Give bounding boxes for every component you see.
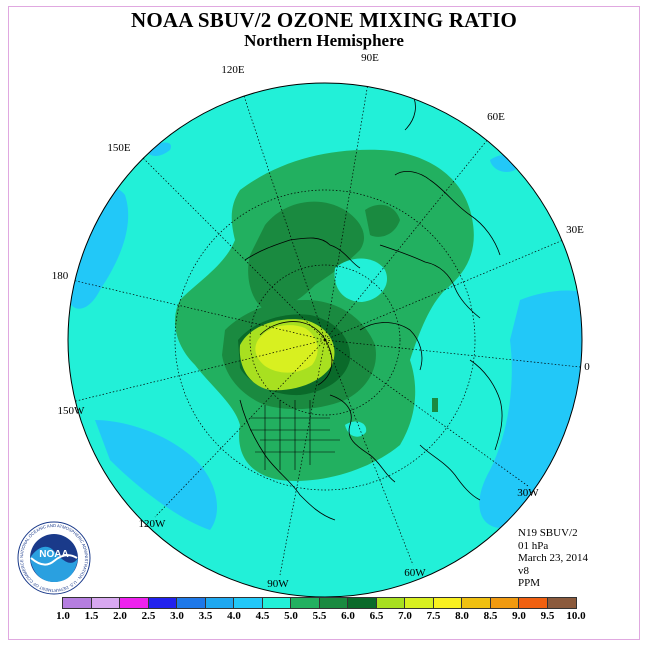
lon-label-90w: 90W xyxy=(267,578,289,590)
meridian-90e xyxy=(324,83,369,341)
colorbar-label: 1.0 xyxy=(56,610,70,622)
logo-text: NOAA xyxy=(39,549,68,560)
colorbar xyxy=(62,597,577,609)
colorbar-segment xyxy=(148,598,177,608)
lon-label-180: 180 xyxy=(52,270,69,282)
colorbar-label: 8.5 xyxy=(483,610,498,622)
map-subtitle: Northern Hemisphere xyxy=(244,31,404,50)
colorbar-segment xyxy=(433,598,462,608)
latitude-circle-inner xyxy=(249,264,401,416)
colorbar-label: 3.0 xyxy=(170,610,184,622)
field-7.0-7.5 xyxy=(255,325,318,373)
info-block: N19 SBUV/2 01 hPa March 23, 2014 v8 PPM xyxy=(518,527,588,590)
field-4.0-4.5-north xyxy=(145,142,171,156)
coast-africa xyxy=(469,359,503,451)
logo-wave xyxy=(30,546,78,582)
colorbar-label: 10.0 xyxy=(566,610,586,622)
colorbar-segment xyxy=(348,598,377,608)
colorbar-label: 2.0 xyxy=(113,610,127,622)
lon-label-30e: 30E xyxy=(566,224,584,236)
colorbar-label: 9.0 xyxy=(512,610,526,622)
coastlines xyxy=(239,89,503,521)
lon-label-60e: 60E xyxy=(487,111,505,123)
info-version: v8 xyxy=(518,564,529,577)
field-small-patch xyxy=(432,398,438,412)
field-5.5-6.0-north xyxy=(248,201,365,310)
coast-siberia xyxy=(244,237,361,269)
meridian-180 xyxy=(71,279,326,341)
colorbar-segment xyxy=(291,598,320,608)
lon-label-120e: 120E xyxy=(221,64,245,76)
meridian-150e xyxy=(139,154,326,341)
us-state-lines xyxy=(250,400,340,470)
colorbar-label: 5.5 xyxy=(312,610,327,622)
colorbar-segment xyxy=(120,598,149,608)
colorbar-segment xyxy=(319,598,348,608)
latitude-circle-outer xyxy=(174,189,476,491)
colorbar-label: 3.5 xyxy=(198,610,213,622)
info-units: PPM xyxy=(518,577,541,589)
colorbar-label: 6.5 xyxy=(369,610,384,622)
coast-canada-arctic xyxy=(259,321,333,386)
colorbar-label: 8.0 xyxy=(455,610,469,622)
colorbar-segment xyxy=(519,598,548,608)
colorbar-segment xyxy=(234,598,263,608)
logo-gull xyxy=(30,554,78,566)
colorbar-label: 6.0 xyxy=(341,610,355,622)
meridian-150w xyxy=(71,339,326,403)
coast-europe xyxy=(379,244,481,319)
colorbar-segment xyxy=(547,598,576,608)
colorbar-label: 9.5 xyxy=(540,610,555,622)
info-date: March 23, 2014 xyxy=(518,552,588,564)
coast-greenland xyxy=(359,322,423,371)
lon-label-120w: 120W xyxy=(139,518,167,530)
colorbar-segment xyxy=(205,598,234,608)
colorbar-label: 5.0 xyxy=(284,610,298,622)
colorbar-segment xyxy=(490,598,519,608)
lon-label-30w: 30W xyxy=(517,487,539,499)
meridian-90w xyxy=(279,339,326,576)
colorbar-segment xyxy=(376,598,405,608)
field-5.5-6.0-polar xyxy=(365,204,400,237)
noaa-logo: NOAA NATIONAL OCEANIC AND ATMOSPHERIC AD… xyxy=(17,521,91,595)
lon-label-60w: 60W xyxy=(404,567,426,579)
colorbar-segment xyxy=(462,598,491,608)
meridian-120w xyxy=(154,339,326,518)
colorbar-segment xyxy=(177,598,206,608)
field-4.0-4.5-sw xyxy=(95,420,218,530)
info-satellite: N19 SBUV/2 xyxy=(518,527,578,539)
map-title: NOAA SBUV/2 OZONE MIXING RATIO xyxy=(131,8,517,32)
colorbar-label: 1.5 xyxy=(84,610,99,622)
coast-na-west xyxy=(239,399,336,521)
colorbar-label: 7.5 xyxy=(426,610,441,622)
info-level: 01 hPa xyxy=(518,539,549,552)
meridian-0 xyxy=(324,339,581,368)
colorbar-label: 7.0 xyxy=(398,610,412,622)
field-low-polar xyxy=(334,258,388,302)
graticule xyxy=(71,83,581,576)
lon-label-90e: 90E xyxy=(361,52,379,64)
lon-label-0: 0 xyxy=(584,361,590,373)
colorbar-label: 4.0 xyxy=(227,610,241,622)
coast-na-east xyxy=(329,394,396,483)
colorbar-segment xyxy=(63,598,92,608)
colorbar-segment xyxy=(91,598,120,608)
colorbar-segment xyxy=(262,598,291,608)
colorbar-segment xyxy=(405,598,434,608)
colorbar-labels: 1.0 1.5 2.0 2.5 3.0 3.5 4.0 4.5 5.0 5.5 6.0 6.5 7.0 7… xyxy=(48,610,608,624)
meridian-120e xyxy=(239,83,326,341)
coast-atlantic xyxy=(419,444,481,501)
lon-label-150e: 150E xyxy=(107,142,131,154)
figure-frame xyxy=(8,6,640,640)
colorbar-label: 2.5 xyxy=(141,610,156,622)
colorbar-label: 4.5 xyxy=(255,610,270,622)
lon-label-150w: 150W xyxy=(58,405,86,417)
coast-asia xyxy=(394,170,501,256)
